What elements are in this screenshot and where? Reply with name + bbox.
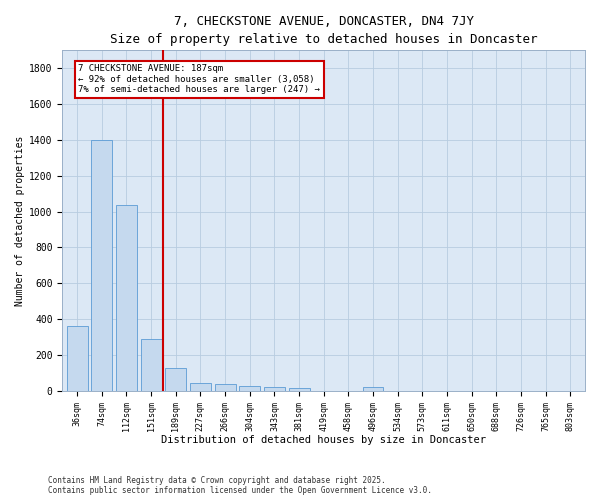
- Bar: [362, 387, 383, 391]
- Title: 7, CHECKSTONE AVENUE, DONCASTER, DN4 7JY
Size of property relative to detached h: 7, CHECKSTONE AVENUE, DONCASTER, DN4 7JY…: [110, 15, 538, 46]
- Bar: [116, 206, 137, 391]
- Bar: [289, 388, 310, 391]
- Text: Contains HM Land Registry data © Crown copyright and database right 2025.
Contai: Contains HM Land Registry data © Crown c…: [48, 476, 432, 495]
- Bar: [166, 368, 186, 391]
- Text: 7 CHECKSTONE AVENUE: 187sqm
← 92% of detached houses are smaller (3,058)
7% of s: 7 CHECKSTONE AVENUE: 187sqm ← 92% of det…: [79, 64, 320, 94]
- Bar: [264, 387, 285, 391]
- Bar: [91, 140, 112, 391]
- X-axis label: Distribution of detached houses by size in Doncaster: Distribution of detached houses by size …: [161, 435, 486, 445]
- Y-axis label: Number of detached properties: Number of detached properties: [15, 136, 25, 306]
- Bar: [140, 339, 161, 391]
- Bar: [215, 384, 236, 391]
- Bar: [239, 386, 260, 391]
- Bar: [67, 326, 88, 391]
- Bar: [190, 383, 211, 391]
